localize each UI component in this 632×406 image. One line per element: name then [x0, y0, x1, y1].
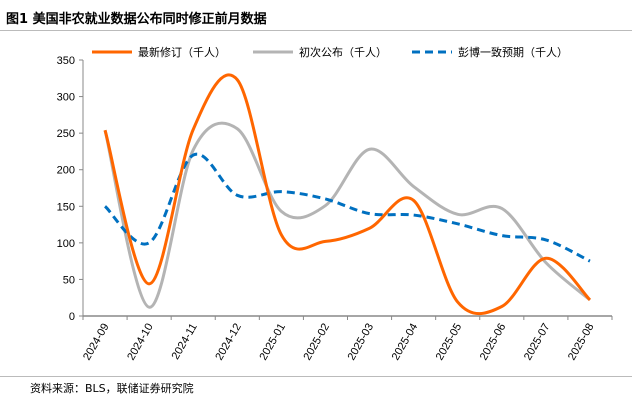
x-tick-label: 2025-08 [566, 322, 597, 363]
legend-label-1: 初次公布（千人） [299, 45, 387, 59]
top-divider [0, 30, 632, 31]
series-line-0 [103, 73, 592, 316]
x-tick-label: 2024-10 [125, 322, 156, 363]
x-tick-label: 2024-12 [213, 322, 244, 363]
x-tick-label: 2025-03 [346, 322, 377, 363]
x-tick-label: 2025-01 [257, 322, 288, 363]
x-tick-label: 2025-06 [478, 321, 509, 362]
x-tick-label: 2024-11 [170, 322, 200, 362]
x-tick-label: 2025-07 [522, 322, 553, 363]
y-tick-label: 100 [57, 238, 75, 250]
x-tick-label: 2024-09 [81, 322, 112, 363]
y-tick-label: 350 [57, 55, 75, 67]
source-note: 资料来源：BLS，联储证券研究院 [30, 382, 194, 395]
y-tick-label: 200 [57, 165, 75, 177]
y-tick-label: 250 [57, 128, 75, 140]
legend-label-0: 最新修订（千人） [138, 45, 226, 59]
x-tick-label: 2025-02 [301, 322, 332, 363]
bottom-divider [0, 376, 632, 377]
legend-label-2: 彭博一致预期（千人） [458, 45, 568, 59]
series-line-1 [103, 121, 591, 309]
x-tick-label: 2025-04 [390, 322, 421, 363]
y-tick-label: 0 [69, 311, 75, 323]
figure-title: 图1 美国非农就业数据公布同时修正前月数据 [6, 12, 267, 27]
y-tick-label: 150 [57, 201, 75, 213]
y-tick-label: 50 [63, 274, 75, 286]
y-tick-label: 300 [57, 92, 75, 104]
x-tick-label: 2025-05 [434, 322, 465, 363]
